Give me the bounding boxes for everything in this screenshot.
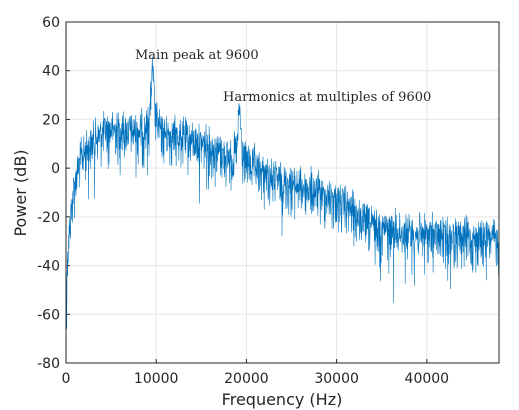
y-tick-label: -60	[37, 307, 60, 323]
x-tick-label: 30000	[314, 371, 359, 387]
tick-labels: 0 10000 20000 30000 40000 -80 -60 -40 -20 0 20 40 60	[37, 15, 449, 387]
y-tick-label: -20	[37, 210, 60, 226]
x-tick-label: 0	[62, 371, 71, 387]
x-tick-label: 20000	[224, 371, 269, 387]
annotation-harmonics: Harmonics at multiples of 9600	[223, 90, 431, 105]
plot-frame	[65, 21, 500, 364]
y-tick-label: 0	[51, 161, 60, 177]
x-tick-label: 40000	[405, 371, 450, 387]
series	[65, 56, 500, 329]
x-tick-label: 10000	[134, 371, 179, 387]
annotation-main-peak: Main peak at 9600	[135, 48, 259, 63]
spectrum-line	[65, 56, 500, 329]
y-tick-label: -80	[37, 356, 60, 372]
y-tick-label: 40	[42, 64, 60, 80]
grid	[65, 21, 499, 364]
y-tick-label: 60	[42, 15, 60, 31]
y-tick-label: -40	[37, 259, 60, 275]
y-tick-label: 20	[42, 112, 60, 128]
x-axis-label: Frequency (Hz)	[222, 390, 343, 409]
y-axis-label: Power (dB)	[11, 149, 30, 236]
